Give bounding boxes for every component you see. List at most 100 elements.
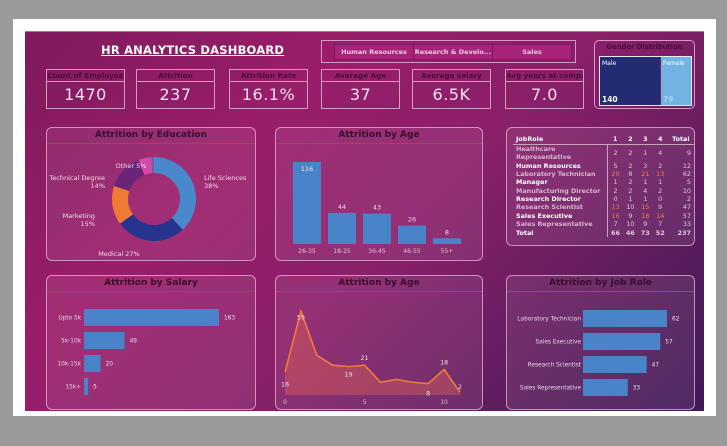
gender-distribution-card: Gender Distribution Male 140 Female 79 <box>594 40 695 109</box>
donut-label: Medical 27% <box>98 250 139 258</box>
matrix-cell: 1 <box>628 195 633 204</box>
age-bar[interactable] <box>363 213 391 244</box>
hbar[interactable] <box>84 332 125 349</box>
matrix-column-header: JobRole <box>516 135 544 143</box>
male-value: 140 <box>602 95 618 104</box>
donut-slice-life-sciences[interactable] <box>154 157 196 230</box>
age-area-card: Attrition by Age 16 59 19 21 8 18 2 0 5 10 <box>275 275 483 410</box>
slicer-option-sales[interactable]: Sales <box>492 44 572 60</box>
matrix-cell: 1 <box>643 195 648 204</box>
age-column-chart: 116 26-35 44 18-25 43 36-45 26 46-55 8 55+ <box>293 162 461 255</box>
slicer-option-human-resources[interactable]: Human Resources <box>334 44 414 60</box>
matrix-cell: 73 <box>640 228 650 237</box>
donut-slice-marketing[interactable] <box>112 186 133 224</box>
kpi-value: 16.1% <box>241 85 296 104</box>
treemap-tile-male[interactable]: Male 140 <box>600 57 660 105</box>
salary-bar-card: Attrition by Salary Upto 5k 163 5k-10k 49 10… <box>46 275 256 410</box>
matrix-cell: 9 <box>628 211 633 220</box>
hbar[interactable] <box>84 378 89 395</box>
matrix-row-header: Laboratory Technician <box>513 169 609 179</box>
matrix-cell: 13 <box>656 169 665 178</box>
matrix-cell: 5 <box>686 178 691 187</box>
hbar[interactable] <box>583 333 661 350</box>
education-donut-card: Attrition by Education Life Sciences 38% M… <box>46 127 256 261</box>
matrix-header-row: JobRole 1 2 3 4 Total <box>513 134 694 145</box>
matrix-cell: 66 <box>611 228 620 237</box>
bar-data-label: 33 <box>633 386 641 392</box>
hbar[interactable] <box>583 356 647 373</box>
donut-slice-human-resources[interactable] <box>151 157 154 174</box>
kpi-average-age: Average Age 37 <box>321 69 400 109</box>
point-data-label: 2 <box>458 384 462 391</box>
y-axis-category-label: Upto 5k <box>58 316 81 322</box>
bar-data-label: 8 <box>445 228 449 236</box>
gender-distribution-title: Gender Distribution <box>606 43 683 51</box>
point-data-label: 16 <box>281 381 289 388</box>
matrix-cell: 2 <box>628 186 633 195</box>
kpi-count-of-employee: Count of Employee 1470 <box>46 69 125 109</box>
matrix-row-header: Total <box>513 228 609 237</box>
female-label: Female <box>663 60 685 67</box>
age-bar[interactable] <box>293 162 321 244</box>
matrix-cell: 9 <box>658 203 663 212</box>
age-bar[interactable] <box>328 212 356 244</box>
donut-label: 14% <box>91 182 105 190</box>
age-bar[interactable] <box>433 238 461 244</box>
matrix-cell: 9 <box>686 149 691 158</box>
matrix-cell: 0 <box>658 195 663 204</box>
x-axis-tick-label: 55+ <box>441 248 454 255</box>
hbar[interactable] <box>84 309 219 326</box>
x-axis-tick-label: 46-55 <box>403 248 421 255</box>
hbar[interactable] <box>84 355 101 372</box>
matrix-row-header: Research Director <box>513 194 609 204</box>
donut-slice-technical-degree[interactable] <box>114 159 145 191</box>
area-line[interactable] <box>284 308 461 393</box>
matrix-row: Manufacturing Director 2 2 4 2 10 <box>513 186 694 195</box>
matrix-column-header: 3 <box>643 135 648 143</box>
chart-title: Attrition by Job Role <box>507 276 694 292</box>
y-axis-category-label: Sales Executive <box>536 340 582 346</box>
matrix-cell: 52 <box>655 228 665 237</box>
matrix-row: Research Director 0 1 1 0 2 <box>513 194 694 204</box>
point-data-label: 19 <box>345 372 353 379</box>
kpi-label: Avg years at company <box>506 71 583 82</box>
matrix-cell: 9 <box>643 220 648 229</box>
age-area-chart: 16 59 19 21 8 18 2 0 5 10 <box>281 308 462 406</box>
matrix-row: Human Resources 5 2 3 2 12 <box>513 161 694 170</box>
donut-label: Life Sciences <box>204 174 247 182</box>
donut-label: Technical Degree <box>48 174 105 182</box>
donut-slice-other[interactable] <box>138 157 153 175</box>
chart-title: Attrition by Age <box>276 128 482 144</box>
hbar[interactable] <box>583 310 667 327</box>
treemap-tile-female[interactable]: Female 79 <box>661 57 691 105</box>
x-axis-tick-label: 26-35 <box>298 248 316 255</box>
kpi-value: 6.5K <box>432 85 471 104</box>
y-axis-category-label: Sales Representative <box>520 386 582 392</box>
donut-label: 15% <box>81 220 95 228</box>
bar-data-label: 62 <box>672 317 680 323</box>
y-axis-category-label: Laboratory Technician <box>517 317 581 323</box>
slicer-option-research-development[interactable]: Research & Develo... <box>413 44 493 60</box>
matrix-cell: 237 <box>677 228 691 237</box>
y-axis-category-label: 5k-10k <box>61 339 82 345</box>
bar-data-label: 49 <box>130 339 138 345</box>
chart-title: Attrition by Salary <box>47 276 255 292</box>
age-bar[interactable] <box>398 225 426 244</box>
matrix-cell: 46 <box>625 228 635 237</box>
donut-slice-medical[interactable] <box>120 214 183 241</box>
point-data-label: 18 <box>440 359 448 366</box>
kpi-value: 237 <box>159 85 192 104</box>
matrix-column-header: Total <box>672 135 690 143</box>
matrix-cell: 8 <box>628 169 633 178</box>
x-axis-tick-label: 36-45 <box>368 248 386 255</box>
donut-label: Other 5% <box>116 162 147 170</box>
kpi-value: 37 <box>349 85 372 104</box>
matrix-column-header: 1 <box>613 135 618 143</box>
bar-data-label: 47 <box>652 363 660 369</box>
point-data-label: 8 <box>426 391 430 398</box>
hbar[interactable] <box>583 379 628 396</box>
area-fill <box>285 311 460 395</box>
matrix-cell: 2 <box>628 161 633 170</box>
matrix-cell: 62 <box>682 169 691 178</box>
